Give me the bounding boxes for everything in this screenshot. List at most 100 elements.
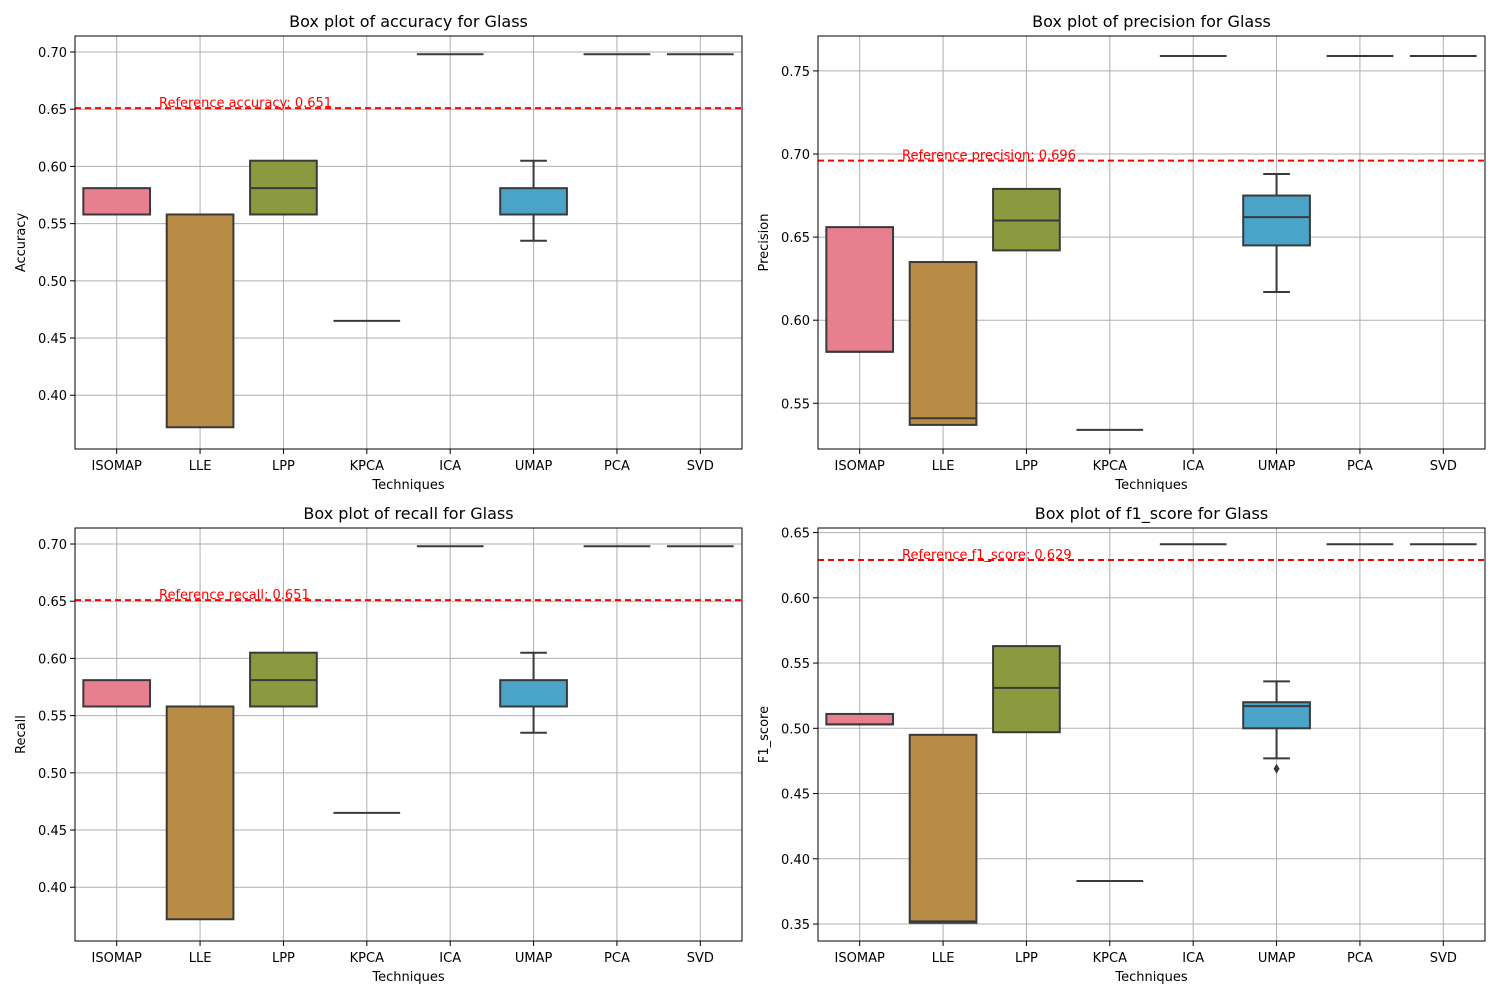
box-lpp — [249, 159, 318, 216]
x-tick-label: KPCA — [1093, 459, 1127, 474]
box-body — [82, 679, 152, 708]
box-lpp — [992, 645, 1061, 734]
box-umap — [499, 651, 568, 734]
y-tick-label: 0.55 — [781, 657, 810, 672]
box-body — [992, 645, 1061, 734]
x-tick-label: KPCA — [1093, 951, 1127, 966]
y-tick-label: 0.40 — [38, 881, 67, 896]
x-tick-label: ISOMAP — [92, 459, 142, 474]
chart-title: Box plot of precision for Glass — [1032, 12, 1271, 31]
y-tick-label: 0.70 — [38, 46, 67, 61]
y-tick-label: 0.60 — [781, 592, 810, 607]
x-tick-label: SVD — [687, 951, 714, 966]
chart-panel-precision: Reference precision: 0.696 0.55 0.60 0.65 0.… — [757, 12, 1486, 493]
x-tick-label: KPCA — [350, 459, 384, 474]
chart-panel-f1-score: Reference f1_score: 0.629 0.35 0.40 0.45 0.5… — [757, 504, 1486, 985]
axes-frame — [817, 527, 1486, 942]
x-tick-label: SVD — [1430, 951, 1457, 966]
reference-label: Reference f1_score: 0.629 — [902, 548, 1072, 563]
box-umap — [1242, 172, 1311, 293]
box-isomap — [825, 712, 895, 726]
box-body — [499, 679, 568, 708]
x-tick-label: PCA — [1347, 459, 1373, 474]
x-axis-label: Techniques — [371, 970, 444, 985]
box-lle — [165, 705, 235, 921]
x-tick-label: UMAP — [515, 951, 553, 966]
y-tick-label: 0.35 — [781, 918, 810, 933]
y-tick-label: 0.45 — [38, 332, 67, 347]
x-tick-label: ICA — [439, 951, 461, 966]
y-tick-label: 0.40 — [781, 853, 810, 868]
x-tick-label: UMAP — [1258, 459, 1296, 474]
x-tick-label: PCA — [1347, 951, 1373, 966]
chart-panel-accuracy: Reference accuracy: 0.651 0.40 0.45 0.50 0.5… — [14, 12, 743, 493]
x-tick-label: KPCA — [350, 951, 384, 966]
y-axis-label: F1_score — [757, 706, 772, 763]
x-tick-label: UMAP — [1258, 951, 1296, 966]
box-lpp — [249, 651, 318, 708]
y-tick-label: 0.45 — [781, 788, 810, 803]
y-axis-label: Recall — [14, 715, 29, 754]
x-tick-label: PCA — [604, 951, 630, 966]
y-tick-label: 0.75 — [781, 65, 810, 80]
box-lle — [908, 733, 978, 924]
y-tick-label: 0.55 — [781, 397, 810, 412]
box-lpp — [992, 187, 1061, 252]
box-body — [908, 261, 978, 426]
y-tick-label: 0.65 — [781, 231, 810, 246]
y-axis-label: Precision — [757, 213, 772, 271]
x-tick-label: LLE — [932, 951, 955, 966]
x-tick-label: PCA — [604, 459, 630, 474]
y-tick-label: 0.65 — [781, 527, 810, 542]
y-tick-label: 0.70 — [38, 538, 67, 553]
box-isomap — [825, 226, 895, 353]
box-body — [908, 733, 978, 924]
outlier-point — [1273, 763, 1280, 774]
y-tick-label: 0.45 — [38, 824, 67, 839]
chart-title: Box plot of accuracy for Glass — [289, 12, 528, 31]
y-tick-label: 0.60 — [38, 160, 67, 175]
chart-title: Box plot of f1_score for Glass — [1035, 504, 1268, 524]
x-tick-label: ISOMAP — [835, 459, 885, 474]
axes-frame — [74, 527, 743, 942]
x-axis-label: Techniques — [371, 478, 444, 493]
box-umap — [1242, 680, 1311, 774]
x-tick-label: LPP — [1015, 459, 1038, 474]
plots-container: Reference accuracy: 0.651 0.40 0.45 0.50 0.5… — [14, 12, 1486, 985]
y-tick-label: 0.70 — [781, 148, 810, 163]
y-tick-label: 0.55 — [38, 710, 67, 725]
x-tick-label: ISOMAP — [92, 951, 142, 966]
x-tick-label: ISOMAP — [835, 951, 885, 966]
box-body — [165, 213, 235, 429]
x-tick-label: ICA — [1182, 459, 1204, 474]
box-body — [165, 705, 235, 921]
y-tick-label: 0.60 — [38, 652, 67, 667]
y-tick-label: 0.50 — [38, 767, 67, 782]
box-body — [499, 187, 568, 216]
x-tick-label: SVD — [1430, 459, 1457, 474]
y-tick-label: 0.40 — [38, 389, 67, 404]
reference-label: Reference accuracy: 0.651 — [159, 96, 332, 111]
box-body — [825, 226, 895, 353]
box-lle — [908, 261, 978, 426]
box-umap — [499, 159, 568, 242]
reference-label: Reference recall: 0.651 — [159, 588, 310, 603]
box-body — [825, 712, 895, 726]
x-tick-label: UMAP — [515, 459, 553, 474]
y-tick-label: 0.65 — [38, 595, 67, 610]
x-tick-label: LPP — [272, 459, 295, 474]
chart-panel-recall: Reference recall: 0.651 0.40 0.45 0.50 0.55 0… — [14, 504, 743, 985]
x-tick-label: ICA — [1182, 951, 1204, 966]
y-tick-label: 0.50 — [38, 275, 67, 290]
y-axis-label: Accuracy — [14, 213, 29, 273]
x-tick-label: LLE — [932, 459, 955, 474]
box-isomap — [82, 679, 152, 708]
axes-frame — [74, 35, 743, 450]
y-tick-label: 0.65 — [38, 103, 67, 118]
x-tick-label: SVD — [687, 459, 714, 474]
y-tick-label: 0.55 — [38, 218, 67, 233]
y-tick-label: 0.50 — [781, 722, 810, 737]
y-tick-label: 0.60 — [781, 314, 810, 329]
box-lle — [165, 213, 235, 429]
